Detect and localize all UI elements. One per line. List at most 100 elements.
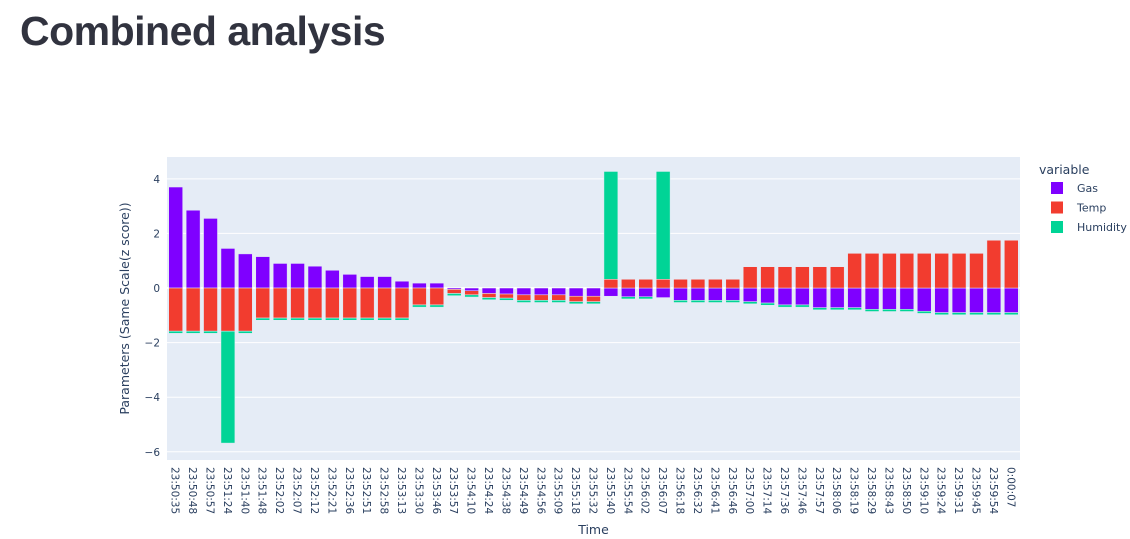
bar-humidity[interactable]	[742, 301, 758, 305]
bar-gas[interactable]	[325, 270, 340, 289]
bar-gas[interactable]	[377, 276, 392, 289]
bar-gas[interactable]	[394, 280, 410, 289]
bar-temp[interactable]	[899, 253, 915, 289]
bar-gas[interactable]	[655, 287, 671, 298]
bar-humidity[interactable]	[899, 309, 915, 312]
bar-gas[interactable]	[220, 248, 236, 289]
bar-temp[interactable]	[603, 279, 619, 289]
bar-temp[interactable]	[934, 253, 949, 289]
bar-gas[interactable]	[429, 282, 445, 289]
bar-gas[interactable]	[499, 287, 514, 295]
bar-temp[interactable]	[864, 253, 880, 289]
bar-temp[interactable]	[168, 287, 183, 332]
bar-temp[interactable]	[917, 253, 932, 289]
bar-humidity[interactable]	[621, 296, 636, 300]
bar-humidity[interactable]	[638, 296, 653, 300]
bar-gas[interactable]	[760, 287, 775, 304]
bar-humidity[interactable]	[447, 293, 462, 296]
bar-humidity[interactable]	[255, 317, 270, 321]
bar-gas[interactable]	[777, 287, 793, 306]
bar-gas[interactable]	[690, 287, 706, 301]
bar-gas[interactable]	[951, 287, 967, 313]
bar-gas[interactable]	[708, 287, 723, 301]
bar-humidity[interactable]	[917, 310, 932, 314]
bar-temp[interactable]	[882, 253, 897, 289]
bar-humidity[interactable]	[359, 317, 375, 321]
bar-temp[interactable]	[1004, 240, 1019, 289]
bar-gas[interactable]	[795, 287, 810, 306]
bar-humidity[interactable]	[464, 294, 479, 298]
bar-gas[interactable]	[168, 186, 183, 289]
bar-temp[interactable]	[481, 293, 497, 298]
bar-humidity[interactable]	[655, 171, 671, 280]
bar-gas[interactable]	[481, 287, 497, 294]
bar-temp[interactable]	[272, 287, 288, 319]
bar-temp[interactable]	[655, 279, 671, 289]
bar-humidity[interactable]	[586, 301, 601, 305]
bar-gas[interactable]	[516, 287, 532, 296]
bar-temp[interactable]	[325, 287, 340, 319]
bar-humidity[interactable]	[342, 317, 357, 321]
bar-gas[interactable]	[290, 263, 305, 289]
bar-temp[interactable]	[429, 287, 445, 306]
bar-temp[interactable]	[847, 253, 862, 289]
bar-gas[interactable]	[934, 287, 949, 313]
bar-gas[interactable]	[899, 287, 915, 310]
bar-humidity[interactable]	[220, 330, 236, 444]
bar-humidity[interactable]	[499, 297, 514, 301]
bar-temp[interactable]	[760, 266, 775, 289]
bar-temp[interactable]	[568, 295, 584, 302]
bar-humidity[interactable]	[777, 304, 793, 308]
bar-humidity[interactable]	[725, 300, 740, 303]
bar-humidity[interactable]	[568, 301, 584, 305]
bar-temp[interactable]	[830, 266, 845, 289]
bar-temp[interactable]	[307, 287, 323, 319]
bar-temp[interactable]	[986, 240, 1002, 289]
bar-gas[interactable]	[586, 287, 601, 297]
bar-humidity[interactable]	[168, 330, 183, 334]
legend-item-humidity[interactable]: Humidity	[1077, 221, 1127, 234]
bar-temp[interactable]	[638, 279, 653, 289]
bar-humidity[interactable]	[969, 312, 984, 316]
bar-humidity[interactable]	[238, 330, 253, 334]
bar-temp[interactable]	[290, 287, 305, 319]
bar-humidity[interactable]	[377, 317, 392, 321]
bar-gas[interactable]	[864, 287, 880, 310]
bar-temp[interactable]	[412, 287, 427, 306]
bar-humidity[interactable]	[882, 309, 897, 312]
bar-gas[interactable]	[255, 256, 270, 289]
bar-gas[interactable]	[882, 287, 897, 310]
bar-temp[interactable]	[499, 293, 514, 299]
bar-temp[interactable]	[534, 294, 549, 301]
bar-humidity[interactable]	[203, 330, 218, 334]
bar-humidity[interactable]	[412, 304, 427, 308]
bar-temp[interactable]	[394, 287, 410, 319]
bar-temp[interactable]	[586, 295, 601, 302]
bar-temp[interactable]	[203, 287, 218, 332]
bar-gas[interactable]	[986, 287, 1002, 313]
bar-humidity[interactable]	[185, 330, 201, 334]
bar-humidity[interactable]	[551, 300, 566, 303]
bar-gas[interactable]	[185, 209, 201, 289]
bar-temp[interactable]	[359, 287, 375, 319]
bar-humidity[interactable]	[951, 312, 967, 316]
bar-temp[interactable]	[255, 287, 270, 319]
legend-swatch-temp[interactable]	[1051, 201, 1063, 214]
bar-gas[interactable]	[551, 287, 566, 296]
bar-humidity[interactable]	[864, 309, 880, 312]
bar-temp[interactable]	[795, 266, 810, 289]
bar-temp[interactable]	[969, 253, 984, 289]
bar-humidity[interactable]	[290, 317, 305, 321]
bar-gas[interactable]	[568, 287, 584, 297]
bar-gas[interactable]	[359, 276, 375, 289]
bar-humidity[interactable]	[934, 312, 949, 316]
bar-humidity[interactable]	[272, 317, 288, 321]
bar-humidity[interactable]	[673, 300, 688, 303]
bar-gas[interactable]	[621, 287, 636, 298]
bar-gas[interactable]	[917, 287, 932, 312]
bar-humidity[interactable]	[603, 171, 619, 280]
bar-humidity[interactable]	[307, 317, 323, 321]
bar-gas[interactable]	[830, 287, 845, 308]
bar-temp[interactable]	[447, 289, 462, 294]
bar-temp[interactable]	[551, 294, 566, 301]
